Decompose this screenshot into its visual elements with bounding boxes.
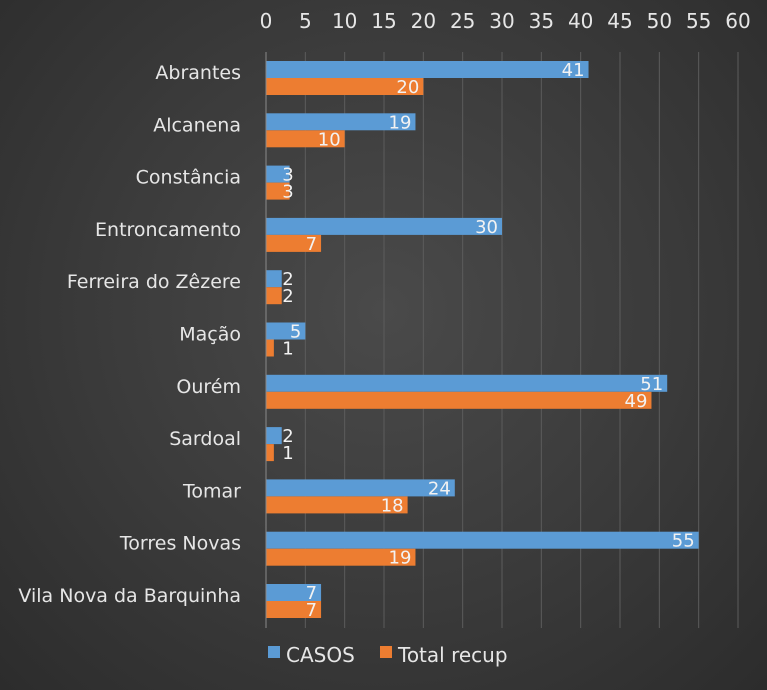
bar-total-recup [266, 234, 322, 252]
bar-casos [266, 270, 282, 288]
bar-total-recup [266, 548, 416, 566]
bar-total-recup [266, 391, 652, 409]
data-label: 7 [306, 234, 317, 255]
data-label: 41 [562, 60, 585, 81]
category-label: Torres Novas [119, 533, 241, 555]
x-tick-label: 0 [260, 9, 273, 33]
x-tick-label: 20 [411, 9, 436, 33]
x-tick-label: 15 [371, 9, 396, 33]
data-label: 1 [282, 339, 293, 360]
x-tick-label: 35 [529, 9, 554, 33]
x-tick-labels: 0 5 10 15 20 25 30 35 40 45 50 55 60 [260, 9, 751, 33]
legend-swatch-total-recup [380, 646, 392, 658]
bar-total-recup [266, 130, 345, 148]
legend-label: CASOS [286, 643, 355, 667]
bar-casos [266, 531, 699, 549]
x-tick-label: 50 [647, 9, 672, 33]
bar-casos [266, 113, 416, 131]
category-label: Entroncamento [95, 219, 241, 241]
category-label: Constância [136, 167, 241, 189]
data-label: 7 [306, 600, 317, 621]
legend-swatch-casos [268, 646, 280, 658]
legend-label: Total recup [397, 643, 508, 667]
data-label: 2 [282, 269, 293, 290]
bar-casos [266, 217, 502, 235]
category-label: Mação [179, 324, 241, 346]
x-tick-label: 55 [686, 9, 711, 33]
data-label: 30 [475, 217, 498, 238]
bar-total-recup [266, 496, 408, 514]
bar-total-recup [266, 78, 424, 95]
bar-total-recup [266, 287, 282, 305]
x-tick-label: 40 [568, 9, 593, 33]
data-label: 49 [625, 391, 648, 412]
data-label: 3 [282, 182, 293, 203]
category-label: Alcanena [153, 114, 241, 136]
x-tick-label: 60 [725, 9, 750, 33]
bar-total-recup [266, 182, 290, 200]
x-tick-label: 45 [607, 9, 632, 33]
data-label: 5 [290, 322, 301, 343]
bar-total-recup [266, 444, 274, 462]
data-label: 18 [381, 495, 404, 516]
bar-casos [266, 479, 455, 497]
data-label: 19 [389, 548, 412, 569]
bar-casos [266, 427, 282, 445]
x-tick-label: 5 [299, 9, 312, 33]
bar-casos [266, 322, 306, 340]
category-label: Ferreira do Zêzere [67, 271, 241, 293]
category-labels: Abrantes Alcanena Constância Entroncamento F… [18, 62, 241, 607]
data-label: 10 [318, 129, 341, 150]
data-label: 2 [282, 286, 293, 307]
data-label: 51 [640, 374, 663, 395]
data-label: 55 [672, 531, 695, 552]
data-label: 20 [396, 77, 419, 98]
x-tick-label: 10 [332, 9, 357, 33]
category-label: Vila Nova da Barquinha [18, 585, 241, 607]
bar-casos [266, 165, 290, 183]
data-label: 1 [282, 443, 293, 464]
category-label: Ourém [176, 376, 241, 398]
data-label: 2 [282, 426, 293, 447]
x-tick-label: 30 [489, 9, 514, 33]
data-label: 24 [428, 478, 451, 499]
bar-casos [266, 61, 589, 78]
legend: CASOS Total recup [268, 643, 508, 667]
data-label: 19 [389, 112, 412, 133]
bar-total-recup [266, 601, 322, 618]
data-label: 7 [306, 583, 317, 604]
category-label: Tomar [182, 480, 241, 502]
category-label: Sardoal [169, 428, 241, 450]
bars [266, 61, 699, 618]
bar-casos [266, 584, 322, 601]
x-tick-label: 25 [450, 9, 475, 33]
category-label: Abrantes [155, 62, 241, 84]
bar-total-recup [266, 339, 274, 357]
bar-casos [266, 374, 668, 392]
data-label: 3 [282, 165, 293, 186]
